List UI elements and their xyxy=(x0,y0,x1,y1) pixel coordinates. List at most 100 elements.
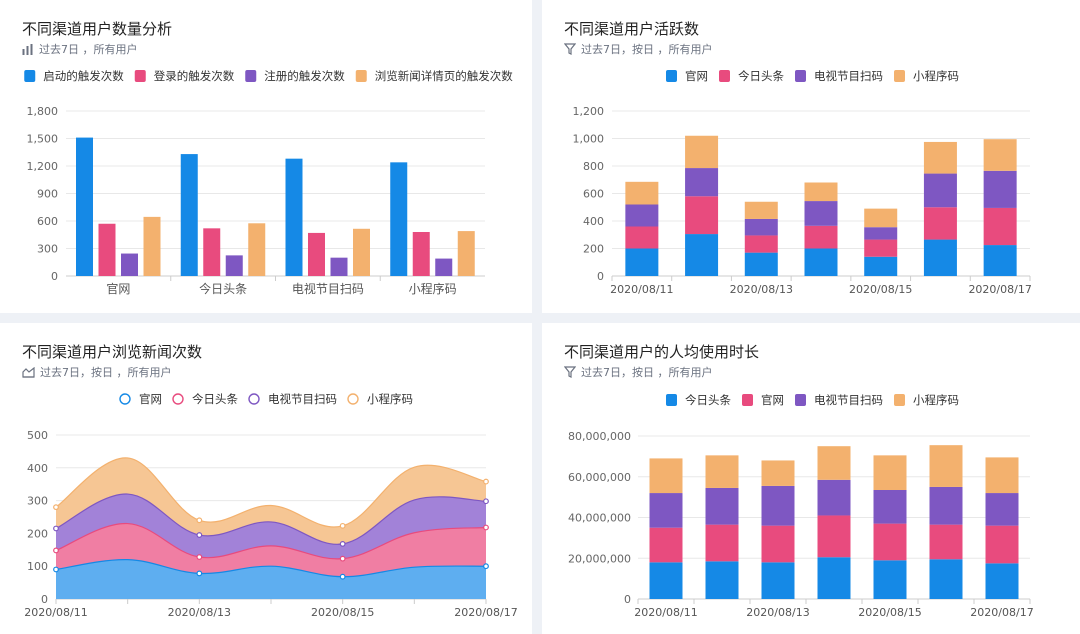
legend-marker xyxy=(719,70,730,82)
legend-label: 今日头条 xyxy=(685,393,731,407)
channel-news-card: 不同渠道用户浏览新闻次数 过去7日，按日 ，所有用户 官网 今日头条 电视节目扫码 小… xyxy=(0,323,532,634)
data-point xyxy=(483,498,489,505)
bar-segment xyxy=(705,524,739,562)
bar-segment xyxy=(685,168,719,197)
legend-marker xyxy=(894,394,905,406)
bar-segment xyxy=(923,239,957,276)
bar-segment xyxy=(804,225,838,249)
area-band xyxy=(56,559,486,599)
bar xyxy=(225,255,243,276)
card-title: 不同渠道用户数量分析 xyxy=(22,20,173,38)
y-tick-label: 900 xyxy=(37,188,58,201)
bar xyxy=(457,231,475,276)
x-tick-label: 2020/08/13 xyxy=(746,606,809,619)
x-tick-label: 2020/08/15 xyxy=(858,606,921,619)
card-subtitle: 过去7日，按日 ，所有用户 xyxy=(22,364,172,380)
data-point xyxy=(53,547,59,554)
bar-segment xyxy=(804,182,838,202)
data-point xyxy=(483,524,489,531)
subtitle-text: 过去7日，按日 ，所有用户 xyxy=(40,366,172,379)
grouped-bar-chart: 启动的触发次数 登录的触发次数 注册的触发次数 浏览新闻详情页的触发次数 0 300 600… xyxy=(24,69,513,296)
x-tick-label: 2020/08/17 xyxy=(970,606,1033,619)
bar-segment xyxy=(625,226,659,249)
bar xyxy=(180,154,198,276)
y-tick-label: 0 xyxy=(41,593,48,606)
legend-label: 登录的触发次数 xyxy=(154,69,235,83)
x-tick-label: 2020/08/13 xyxy=(168,606,231,619)
bar-segment xyxy=(761,525,795,563)
data-point xyxy=(53,504,59,511)
card-subtitle: 过去7日 ，所有用户 xyxy=(22,41,138,57)
bar-segment xyxy=(864,227,898,240)
card-title: 不同渠道用户活跃数 xyxy=(564,20,700,38)
bar-segment xyxy=(873,489,907,524)
legend-label: 官网 xyxy=(761,393,784,407)
series-line xyxy=(55,559,487,578)
bar-segment xyxy=(873,523,907,561)
bar-segment xyxy=(983,245,1017,276)
y-tick-label: 400 xyxy=(27,462,48,475)
y-tick-label: 0 xyxy=(597,270,604,283)
bar-segment xyxy=(983,139,1017,171)
legend-marker xyxy=(795,70,806,82)
bar-segment xyxy=(985,493,1019,526)
bar-segment xyxy=(685,196,719,235)
stacked-area-chart: 官网 今日头条 电视节目扫码 小程序码 0 100 200 300 400 500 2020/08/… xyxy=(24,392,517,619)
legend-label: 官网 xyxy=(139,392,162,406)
bar-segment xyxy=(817,557,851,599)
bar-segment xyxy=(923,173,957,208)
y-tick-label: 60,000,000 xyxy=(568,471,631,484)
channel-active-card: 不同渠道用户活跃数 过去7日，按日 ，所有用户 官网 今日头条 电视节目扫码 小程序码… xyxy=(542,0,1080,313)
series-line xyxy=(55,457,487,528)
x-tick-label: 2020/08/11 xyxy=(610,283,673,296)
y-tick-label: 100 xyxy=(27,560,48,573)
bar-segment xyxy=(685,135,719,169)
bar-segment xyxy=(744,201,778,219)
legend-marker xyxy=(172,393,184,405)
x-tick-label: 官网 xyxy=(106,281,130,296)
legend-label: 小程序码 xyxy=(913,393,959,407)
card-title: 不同渠道用户浏览新闻次数 xyxy=(22,343,203,361)
data-point xyxy=(196,517,203,524)
subtitle-text: 过去7日，按日 ，所有用户 xyxy=(581,43,713,56)
bar-segment xyxy=(817,515,851,558)
x-tick-label: 2020/08/11 xyxy=(24,606,87,619)
bar xyxy=(76,137,93,276)
channel-duration-card: 不同渠道用户的人均使用时长 过去7日，按日 ，所有用户 今日头条 官网 电视节目扫码… xyxy=(542,323,1080,634)
legend-marker xyxy=(795,394,806,406)
bar-segment xyxy=(983,170,1017,208)
bar xyxy=(143,216,161,276)
legend-label: 电视节目扫码 xyxy=(814,393,883,407)
bar xyxy=(308,232,325,276)
area-chart-icon xyxy=(22,366,35,378)
data-point xyxy=(53,525,59,532)
bar-segment xyxy=(817,446,851,480)
y-tick-label: 800 xyxy=(583,160,604,173)
y-tick-label: 600 xyxy=(37,215,58,228)
bar-segment xyxy=(744,235,778,253)
card-subtitle: 过去7日，按日 ，所有用户 xyxy=(564,364,713,380)
bar-segment xyxy=(625,204,659,227)
bar xyxy=(121,253,138,276)
legend-marker xyxy=(119,393,131,405)
legend-marker xyxy=(894,70,905,82)
data-point xyxy=(196,554,203,560)
bar-segment xyxy=(649,458,683,494)
x-tick-label: 2020/08/15 xyxy=(849,283,912,296)
channel-users-card: 不同渠道用户数量分析 过去7日 ，所有用户 启动的触发次数 登录的触发次数 注册的触… xyxy=(0,0,532,313)
bar xyxy=(203,228,221,276)
bar-segment xyxy=(985,457,1019,494)
y-tick-label: 1,000 xyxy=(573,133,605,146)
bar-segment xyxy=(804,201,838,226)
legend-marker xyxy=(666,70,677,82)
bar-segment xyxy=(817,479,851,516)
y-tick-label: 600 xyxy=(583,188,604,201)
y-tick-label: 80,000,000 xyxy=(568,430,631,443)
y-tick-label: 300 xyxy=(37,243,58,256)
y-tick-label: 400 xyxy=(583,215,604,228)
bar-segment xyxy=(929,524,963,560)
y-tick-label: 1,500 xyxy=(27,133,59,146)
bar-segment xyxy=(929,559,963,599)
legend-marker xyxy=(742,394,753,406)
legend-marker xyxy=(134,70,146,82)
